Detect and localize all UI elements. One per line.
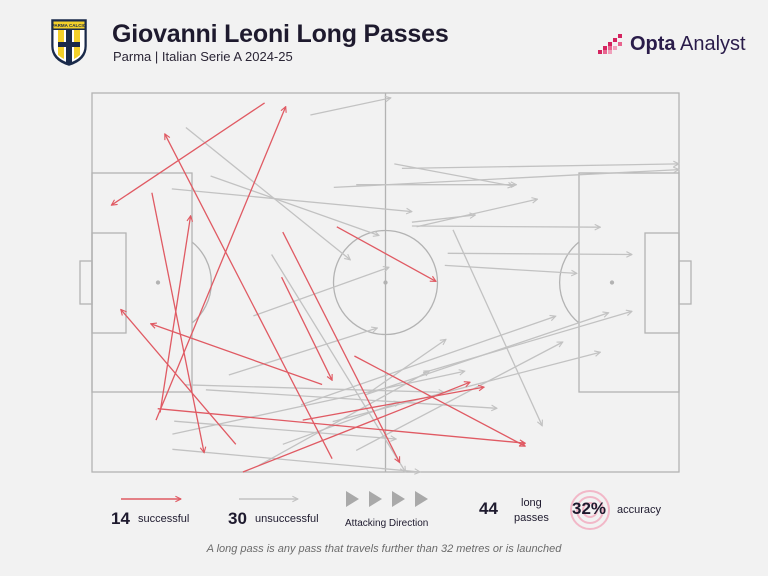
unsuccessful-pass-15 — [253, 267, 389, 317]
footnote: A long pass is any pass that travels fur… — [206, 543, 562, 555]
unsuccessful-pass-14 — [310, 98, 390, 116]
unsuccessful-pass-12 — [444, 264, 577, 273]
unsuccessful-pass-6 — [333, 170, 679, 189]
unsuccessful-pass-29 — [422, 311, 632, 374]
unsuccessful-pass-2 — [171, 188, 412, 212]
successful-pass-4 — [159, 216, 191, 413]
left-penalty-spot — [155, 280, 161, 285]
right-penalty-spot — [609, 280, 615, 285]
unsuccessful-pass-22 — [172, 371, 464, 435]
successful-pass-11 — [121, 309, 237, 445]
opta-analyst-logo: Opta Analyst — [598, 32, 746, 56]
right-penalty-arc — [558, 241, 580, 324]
attacking-direction-icon — [346, 491, 428, 507]
page-subtitle: Parma | Italian Serie A 2024-25 — [113, 49, 293, 64]
right-goal — [678, 260, 692, 305]
unsuccessful-pass-7 — [401, 164, 679, 170]
successful-pass-6 — [282, 231, 401, 462]
unsuccessful-pass-26 — [300, 316, 556, 406]
right-six-yard-box — [644, 232, 680, 334]
parma-crest-logo: PARMA CALCIO — [51, 19, 87, 66]
total-label-line2: passes — [514, 512, 549, 524]
accuracy-target-icon — [570, 490, 610, 530]
crest-text: PARMA CALCIO — [52, 23, 87, 28]
centre-circle — [332, 229, 439, 336]
page-title: Giovanni Leoni Long Passes — [112, 20, 449, 48]
unsuccessful-pass-30 — [452, 229, 542, 426]
unsuccessful-passes — [171, 98, 679, 472]
unsuccessful-pass-8 — [411, 226, 600, 227]
left-penalty-area — [91, 172, 193, 393]
pitch-markings — [79, 92, 692, 473]
successful-passes — [111, 102, 526, 473]
accuracy-value: 32% — [572, 499, 607, 518]
total-count: 44 — [479, 499, 498, 518]
successful-pass-8 — [354, 355, 525, 446]
unsuccessful-pass-3 — [210, 175, 379, 236]
unsuccessful-pass-16 — [228, 328, 377, 376]
total-label-line1: long — [521, 497, 542, 509]
successful-count: 14 — [111, 509, 130, 528]
unsuccessful-pass-10 — [416, 199, 538, 228]
unsuccessful-pass-20 — [184, 384, 445, 393]
unsuccessful-pass-24 — [332, 352, 601, 423]
successful-pass-12 — [157, 408, 526, 444]
centre-spot — [383, 280, 388, 285]
right-penalty-area — [578, 172, 680, 393]
opta-logo-icon — [598, 34, 622, 54]
successful-pass-7 — [281, 276, 333, 380]
unsuccessful-pass-23 — [355, 342, 563, 451]
successful-pass-2 — [164, 134, 333, 459]
attacking-direction-label: Attacking Direction — [345, 518, 429, 529]
brand-name: Opta Analyst — [630, 32, 746, 55]
unsuccessful-pass-28 — [172, 448, 420, 472]
pass-map — [79, 92, 692, 480]
unsuccessful-pass-21 — [174, 420, 396, 439]
successful-pass-1 — [111, 102, 265, 205]
successful-pass-14 — [302, 387, 484, 421]
successful-pass-3 — [151, 192, 204, 453]
successful-pass-9 — [336, 226, 436, 282]
successful-pass-10 — [151, 324, 323, 386]
unsuccessful-pass-17 — [367, 339, 446, 395]
unsuccessful-count: 30 — [228, 509, 247, 528]
left-six-yard-box — [91, 232, 127, 334]
left-goal — [79, 260, 93, 305]
unsuccessful-label: unsuccessful — [255, 513, 319, 525]
accuracy-label: accuracy — [617, 504, 662, 516]
legend-graphics — [121, 490, 610, 530]
successful-label: successful — [138, 513, 190, 525]
unsuccessful-pass-1 — [185, 126, 350, 260]
unsuccessful-pass-11 — [447, 253, 632, 254]
successful-pass-5 — [155, 107, 286, 421]
